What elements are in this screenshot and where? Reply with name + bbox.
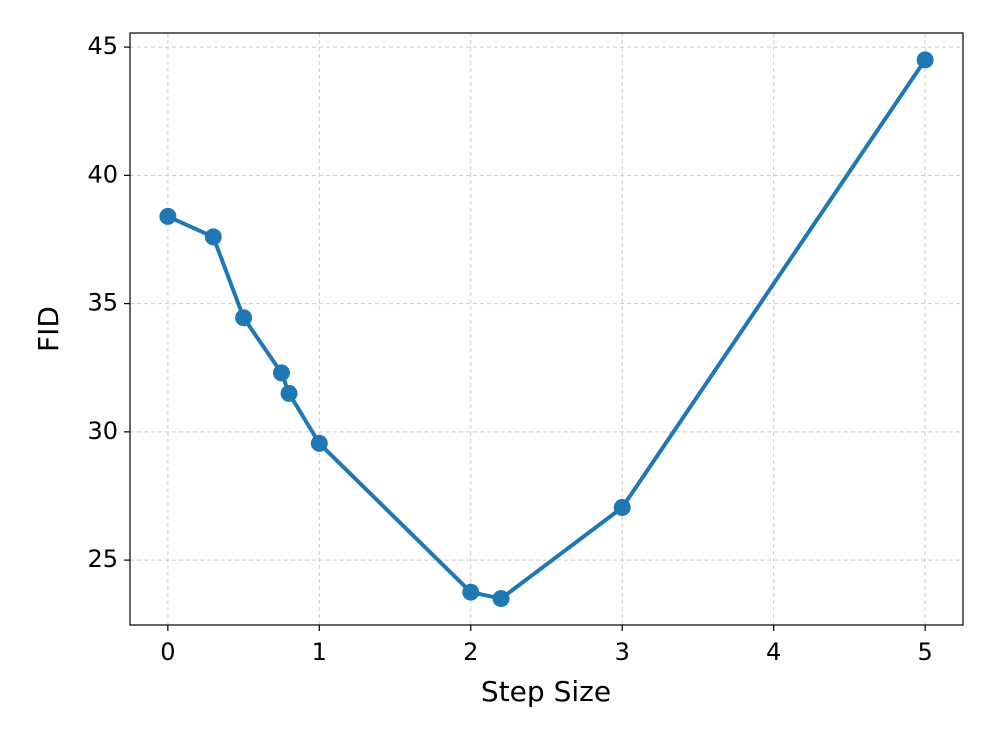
x-tick-label: 3 — [615, 638, 630, 666]
y-tick-label: 25 — [87, 545, 118, 573]
marker — [310, 434, 328, 452]
x-tick-label: 4 — [766, 638, 781, 666]
line — [167, 58, 927, 601]
marker — [235, 309, 253, 327]
plot-frame — [129, 32, 964, 626]
marker — [613, 499, 631, 517]
marker — [462, 583, 480, 601]
x-tick-label: 5 — [917, 638, 932, 666]
y-tick-label: 35 — [87, 289, 118, 317]
x-tick-label: 2 — [463, 638, 478, 666]
marker — [280, 384, 298, 402]
x-tick-label: 0 — [160, 638, 175, 666]
y-tick-label: 30 — [87, 417, 118, 445]
x-tick-label: 1 — [312, 638, 327, 666]
marker — [204, 228, 222, 246]
marker — [272, 364, 290, 382]
x-axis-label: Step Size — [481, 675, 611, 708]
marker — [492, 590, 510, 608]
marker — [159, 207, 177, 225]
y-axis-label: FID — [32, 306, 65, 352]
y-tick-label: 45 — [87, 32, 118, 60]
y-tick-label: 40 — [87, 160, 118, 188]
marker — [916, 51, 934, 69]
